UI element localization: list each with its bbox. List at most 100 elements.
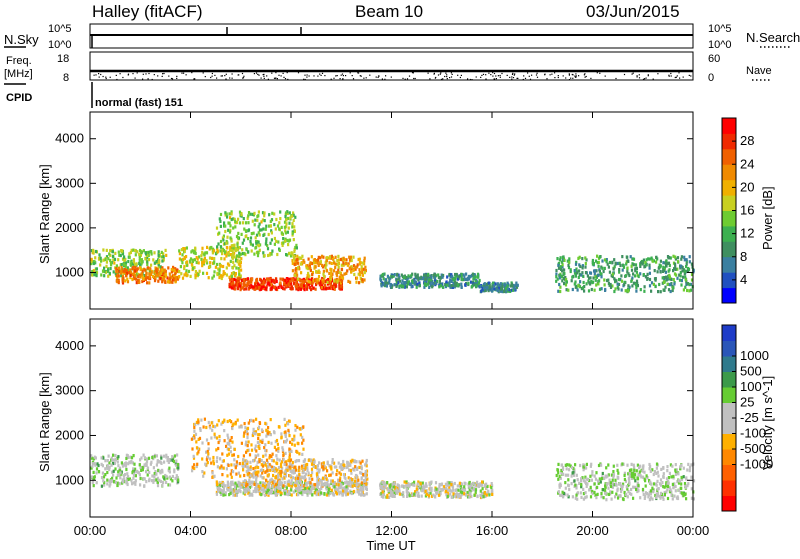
data-cell: [361, 265, 363, 268]
data-cell: [576, 271, 578, 274]
nave-point: [572, 74, 573, 75]
data-cell: [294, 444, 296, 447]
data-cell: [297, 477, 299, 480]
data-cell: [665, 264, 667, 267]
data-cell: [321, 255, 323, 258]
data-cell: [114, 252, 116, 255]
data-cell: [255, 490, 257, 493]
data-cell: [450, 483, 452, 486]
data-cell: [95, 250, 97, 253]
data-cell: [417, 483, 419, 486]
data-cell: [96, 462, 98, 465]
data-cell: [108, 468, 110, 471]
data-cell: [562, 256, 564, 259]
data-cell: [461, 278, 463, 281]
data-cell: [295, 258, 297, 261]
data-cell: [684, 482, 686, 485]
data-cell: [327, 491, 329, 494]
data-cell: [271, 253, 273, 256]
data-cell: [147, 276, 149, 279]
data-cell: [403, 276, 405, 279]
data-cell: [172, 475, 174, 478]
data-cell: [223, 484, 225, 487]
data-cell: [247, 221, 249, 224]
data-cell: [315, 259, 317, 262]
data-cell: [293, 435, 295, 438]
data-cell: [632, 272, 634, 275]
data-cell: [162, 475, 164, 478]
data-cell: [563, 259, 565, 262]
data-cell: [243, 281, 245, 284]
data-cell: [96, 267, 98, 270]
data-cell: [135, 253, 137, 256]
data-cell: [186, 274, 188, 277]
data-cell: [294, 263, 296, 266]
data-cell: [144, 463, 146, 466]
data-cell: [234, 274, 236, 277]
data-cell: [438, 485, 440, 488]
data-cell: [360, 462, 362, 465]
data-cell: [289, 441, 291, 444]
data-cell: [153, 475, 155, 478]
data-cell: [280, 474, 282, 477]
data-cell: [446, 284, 448, 287]
nave-point: [243, 76, 244, 77]
data-cell: [649, 278, 651, 281]
data-cell: [232, 470, 234, 473]
ytick-label: 4000: [55, 131, 84, 146]
data-cell: [123, 263, 125, 266]
data-cell: [411, 280, 413, 283]
nave-point: [498, 75, 499, 76]
data-cell: [598, 265, 600, 268]
data-cell: [685, 265, 687, 268]
data-cell: [217, 242, 219, 245]
data-cell: [243, 217, 245, 220]
data-cell: [268, 441, 270, 444]
data-cell: [343, 487, 345, 490]
data-cell: [104, 467, 106, 470]
data-cell: [335, 256, 337, 259]
data-cell: [576, 474, 578, 477]
data-cell: [449, 492, 451, 495]
data-cell: [341, 280, 343, 283]
data-cell: [578, 269, 580, 272]
data-cell: [279, 491, 281, 494]
nave-bottom-tick: 0: [708, 72, 714, 84]
data-cell: [191, 469, 193, 472]
data-cell: [273, 431, 275, 434]
data-cell: [285, 231, 287, 234]
data-cell: [129, 256, 131, 259]
data-cell: [150, 463, 152, 466]
data-cell: [491, 493, 493, 496]
nave-point: [670, 73, 671, 74]
data-cell: [420, 482, 422, 485]
data-cell: [211, 421, 213, 424]
data-cell: [115, 481, 117, 484]
data-cell: [195, 270, 197, 273]
data-cell: [351, 478, 353, 481]
data-cell: [164, 269, 166, 272]
data-cell: [259, 433, 261, 436]
data-cell: [342, 460, 344, 463]
data-cell: [225, 242, 227, 245]
nave-point: [639, 77, 640, 78]
data-cell: [148, 281, 150, 284]
data-cell: [147, 266, 149, 269]
data-cell: [293, 438, 295, 441]
nave-point: [376, 77, 377, 78]
data-cell: [593, 269, 595, 272]
nave-point: [624, 74, 625, 75]
data-cell: [674, 263, 676, 266]
nave-point: [678, 72, 679, 73]
nave-point: [307, 74, 308, 75]
data-cell: [160, 457, 162, 460]
data-cell: [204, 251, 206, 254]
data-cell: [278, 481, 280, 484]
data-cell: [107, 257, 109, 260]
data-cell: [465, 494, 467, 497]
data-cell: [407, 274, 409, 277]
data-cell: [268, 213, 270, 216]
data-cell: [250, 236, 252, 239]
data-cell: [126, 479, 128, 482]
data-cell: [298, 459, 300, 462]
